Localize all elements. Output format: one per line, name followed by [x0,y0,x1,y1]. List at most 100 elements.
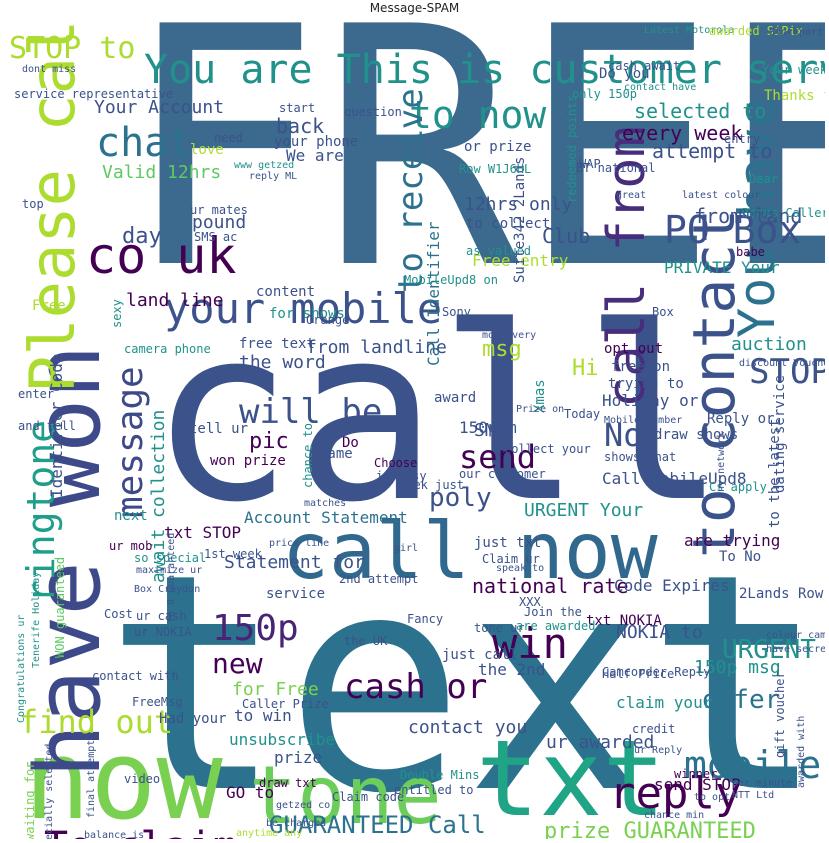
word-call-mobileupd8: Call MobileUpd8 [602,469,747,488]
word-thanks-for: Thanks for [764,88,825,104]
word-ur-mob: ur mob [109,539,152,553]
word-nokia-to: NOKIA to [616,622,703,643]
word-entitled-to: entitled to [394,783,473,797]
word-for-shows: for shows [269,306,345,322]
word-start: start [279,101,315,115]
word-cs-apply: Cs apply [709,480,767,494]
word-bonus: Bonus [739,207,775,221]
word-won-guaranteed: WON guaranteed [53,557,67,658]
word-new: new [212,647,263,680]
word-this-week: this week [189,838,255,839]
word-service-representative: service representative [14,87,173,101]
word-and-tell: and tell [18,419,76,433]
word-do-you: Do you [599,66,650,82]
word-sexy: sexy [110,299,124,328]
word-as-valued: as valued [466,244,531,258]
word-club: Club [542,224,590,248]
word-enter: enter [18,387,54,401]
word-send-stop: send STOP [654,775,741,794]
word-draw-txt: draw txt [259,776,317,790]
word-bt-national: BT national [576,161,655,175]
word-video: video [124,772,160,786]
word-cash-or: cash or [344,667,487,707]
word-content: content [256,284,315,300]
word-stop-to: STOP to [9,31,135,66]
word-ur-mates: ur mates [190,203,248,217]
word-row-w1j6hl: Row W1J6HL [459,162,531,176]
word-service: service [266,586,325,602]
word-ntt-ltd: NTT Ltd [732,790,774,801]
word-tell-ur: tell ur [189,421,248,437]
word-free: Free [32,298,66,314]
word-only-150p: only 150p [572,87,637,101]
word-tone: tone [249,749,442,839]
word-call-now: call now [282,507,658,597]
chart-title: Message-SPAM [369,1,460,15]
word-contact-you: contact you [408,717,527,738]
word-matches: matches [304,498,346,509]
word-line-claim: line Claim [724,838,808,839]
word-speak-to: speak to [496,563,544,574]
word-have-secret: have secret [766,644,825,655]
word-box-croydon: Box Croydon [134,584,200,595]
word-chat: chat [96,120,192,166]
word-your-phone: your phone [274,134,358,150]
word-please-call: Please call [16,18,89,393]
word-claim-code: Claim code [332,790,404,804]
word-girl: girl [394,543,418,554]
word-will-be: will be [239,392,382,432]
word-account-statement: Account Statement [244,508,408,527]
word-free: FREE [122,18,825,341]
word-guaranteed-call: GUARANTEED Call [269,811,486,839]
word-tenerife-holiday: Tenerife Holiday [31,572,42,668]
word-to-no: To No [719,549,761,565]
word-txt: txt [476,718,666,839]
word-back: back [276,114,324,138]
word-winner: winner [674,767,717,781]
word-box: Box [652,305,674,319]
word-now: now [24,716,223,839]
word-free-text: free text [239,336,315,352]
word-find-out: find out [19,703,173,741]
word-text: text [104,510,825,839]
word-www-getzed: www getzed [234,160,294,171]
word-draw-shows: draw shows [654,427,738,443]
word-caller-prize: Caller Prize [242,697,329,711]
word-chance-to: chance to [301,423,315,488]
word-half-price: Half Price [602,667,674,681]
word-poly: poly [429,483,492,513]
word-to-win: to win [234,706,292,725]
word-cloud: FREE call text now txt tone have won call now Pl… [4,18,825,839]
word-to-now: to now [409,93,546,137]
word-send: send [459,438,536,476]
word-congratulations-ur: Congratulations ur [16,615,27,723]
word-we-are: We are [286,146,344,165]
word-from-land: from land [694,204,802,228]
word-collect-your: collect your [504,442,591,456]
word-our-customer: our customer [459,467,546,481]
word-no: No [604,416,643,454]
word-mobileupd8-on: MobileUpd8 on [404,273,498,287]
word-bonus-caller: Bonus Caller [742,206,825,220]
word-150ppm: 150ppm [459,418,517,437]
word-prize: prize [274,748,322,767]
word-2lands-row: 2Lands Row [739,586,824,602]
word-camcorder-reply: Camcorder Reply [602,665,710,679]
word-double-mins: Double Mins [400,768,479,782]
word-day: day [122,224,162,249]
word-dont-miss: dont miss [22,64,76,75]
word-discount-vouchers: discount Vouchers [739,358,825,369]
word-award: award [434,390,476,406]
word-unsubscribe: unsubscribe [229,730,335,749]
word-your-weekly: Your weekly [762,63,825,77]
word-chance-min: chance min [644,810,704,821]
word-private-your: PRIVATE Your [664,258,780,277]
word-free-entry: Free entry [472,251,569,270]
word-price-line: price line [269,538,329,549]
word-freemsg: FreeMsg [132,695,183,709]
word-every-week: every week [622,121,742,145]
word-so-special: so special [134,551,206,565]
word-call: call [149,275,727,555]
word-pound: pound [192,212,246,233]
